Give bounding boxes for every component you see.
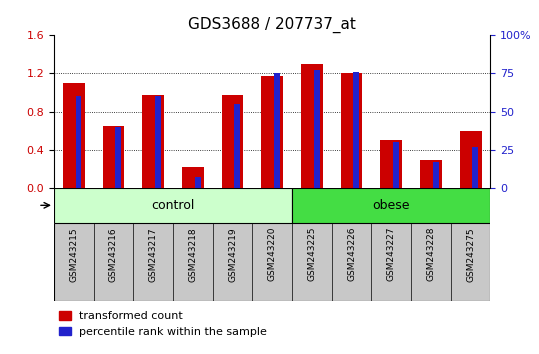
Bar	[393, 142, 399, 188]
Bar	[292, 188, 490, 223]
Bar	[341, 73, 363, 188]
Bar	[142, 95, 164, 188]
Bar	[195, 177, 201, 188]
Bar	[115, 127, 121, 188]
Bar	[433, 162, 439, 188]
Text: GSM243227: GSM243227	[387, 227, 396, 281]
Bar	[420, 160, 442, 188]
Text: GSM243215: GSM243215	[69, 227, 78, 281]
Bar	[54, 188, 292, 223]
Text: GSM243228: GSM243228	[426, 227, 436, 281]
Bar	[182, 167, 204, 188]
Bar	[381, 140, 402, 188]
Bar	[261, 76, 283, 188]
Title: GDS3688 / 207737_at: GDS3688 / 207737_at	[188, 16, 356, 33]
Bar	[354, 72, 360, 188]
Bar	[102, 126, 125, 188]
Bar	[75, 96, 81, 188]
Bar	[234, 104, 240, 188]
Bar	[274, 73, 280, 188]
Text: GSM243220: GSM243220	[268, 227, 277, 281]
Text: GSM243275: GSM243275	[466, 227, 475, 281]
Text: GSM243217: GSM243217	[149, 227, 157, 281]
Text: GSM243218: GSM243218	[188, 227, 197, 281]
Text: GSM243226: GSM243226	[347, 227, 356, 281]
Bar	[222, 95, 244, 188]
Bar	[460, 131, 481, 188]
Text: control: control	[151, 199, 195, 212]
Text: obese: obese	[372, 199, 410, 212]
Bar	[63, 83, 85, 188]
Bar	[472, 147, 479, 188]
Bar	[314, 70, 320, 188]
Bar	[155, 96, 161, 188]
Bar	[301, 64, 323, 188]
Legend: transformed count, percentile rank within the sample: transformed count, percentile rank withi…	[59, 311, 267, 337]
Text: GSM243216: GSM243216	[109, 227, 118, 281]
Text: GSM243225: GSM243225	[307, 227, 316, 281]
Text: GSM243219: GSM243219	[228, 227, 237, 281]
